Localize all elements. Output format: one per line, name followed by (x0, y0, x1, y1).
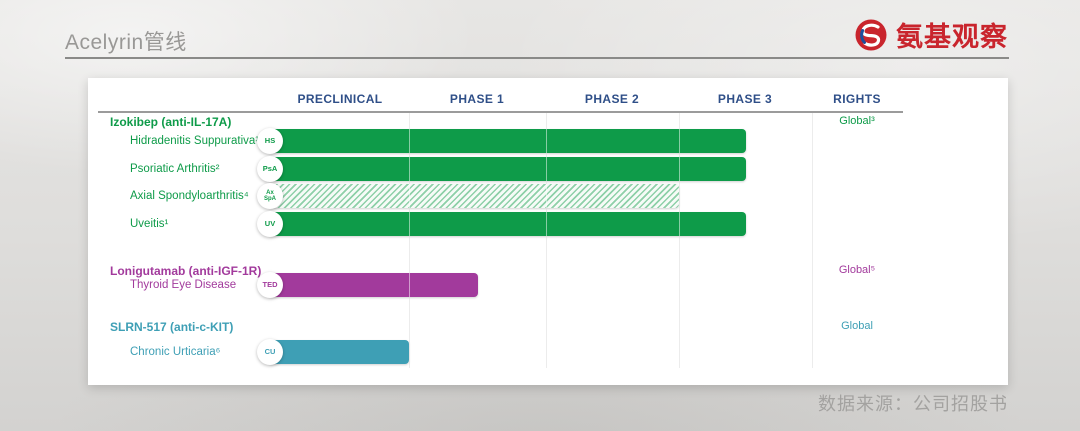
stage-badge-ted: TED (257, 272, 283, 298)
indication-label: Uveitis¹ (130, 218, 169, 230)
stage-badge-text: CU (264, 347, 276, 356)
stage-badge-text: TED (262, 280, 278, 289)
column-gridline-overlay (679, 113, 680, 368)
stage-badge-text: UV (264, 219, 276, 228)
stage-badge-text: Ax (266, 190, 274, 196)
brand-logo: 氨基观察 (854, 15, 1008, 54)
stage-badge-axspa: Ax SpA (257, 183, 283, 209)
pipeline-chart-card: PRECLINICAL PHASE 1 PHASE 2 PHASE 3 RIGHTS Iz… (88, 78, 1008, 385)
drug-group-label: Izokibep (anti-IL-17A) (110, 115, 232, 129)
column-header-phase-3: PHASE 3 (717, 92, 773, 106)
phase-bar-ted (270, 273, 478, 297)
indication-label: Chronic Urticaria⁶ (130, 346, 221, 358)
drug-group-label: SLRN-517 (anti-c-KIT) (110, 320, 234, 334)
phase-bar-uv (270, 212, 746, 236)
column-header-phase-1: PHASE 1 (449, 92, 505, 106)
stage-badge-text: PsA (262, 164, 278, 173)
phase-bar-axspa (270, 184, 679, 208)
phase-bar-cu (270, 340, 409, 364)
rights-label: Global (841, 320, 873, 332)
column-header-rule (98, 111, 903, 113)
page-title: Acelyrin管线 (65, 31, 187, 54)
brand-swirl-icon (855, 19, 887, 50)
rights-label: Global⁵ (838, 264, 876, 276)
indication-label: Axial Spondyloarthritis⁴ (130, 190, 249, 202)
column-gridline-overlay (409, 113, 410, 368)
stage-badge-cu: CU (257, 339, 283, 365)
drug-group-label: Lonigutamab (anti-IGF-1R) (110, 264, 262, 278)
pipeline-chart-plot: PRECLINICAL PHASE 1 PHASE 2 PHASE 3 RIGHTS Iz… (88, 78, 1008, 385)
stage-badge-text: HS (264, 136, 276, 145)
stage-badge-uv: UV (257, 211, 283, 237)
column-header-rights: RIGHTS (833, 92, 881, 106)
stage-badge-hs: HS (257, 128, 283, 154)
column-gridline-overlay (812, 113, 813, 368)
header-divider (65, 57, 1009, 59)
column-header-preclinical: PRECLINICAL (297, 92, 383, 106)
indication-label: Thyroid Eye Disease (130, 279, 237, 291)
rights-label: Global³ (839, 115, 875, 127)
phase-bar-psa (270, 157, 746, 181)
column-header-phase-2: PHASE 2 (584, 92, 640, 106)
brand-logo-text: 氨基观察 (896, 22, 1008, 52)
stage-badge-text: SpA (264, 196, 276, 202)
source-note: 数据来源：公司招股书 (818, 394, 1008, 414)
stage-badge-psa: PsA (257, 156, 283, 182)
indication-label: Psoriatic Arthritis² (130, 163, 220, 175)
indication-label: Hidradenitis Suppurativa¹ (130, 135, 260, 147)
phase-bar-hs (270, 129, 746, 153)
column-gridline-overlay (546, 113, 547, 368)
